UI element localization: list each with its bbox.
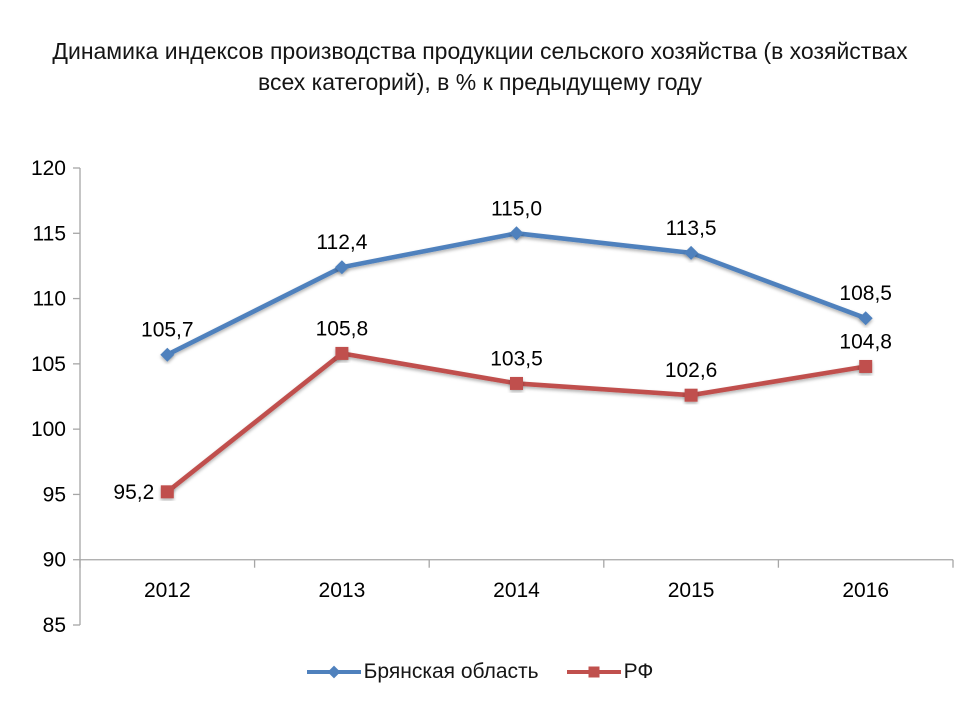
data-point-label: 105,7 [141,319,194,342]
data-point-marker-diamond [509,226,524,241]
data-point-marker-square [510,376,523,390]
data-point-label: 108,5 [839,282,892,305]
series-line-1 [165,351,869,495]
y-tick-label: 120 [31,157,66,180]
data-point-marker-diamond [858,311,873,326]
data-point-label: 102,6 [665,359,718,382]
y-tick-label: 85 [43,614,66,637]
data-point-marker-square [160,485,174,499]
data-point-label: 104,8 [839,330,892,353]
data-point-label: 103,5 [490,347,543,370]
data-point-marker-square [335,346,349,360]
y-tick-label: 90 [43,549,66,572]
data-point-label: 115,0 [491,197,542,220]
legend: Брянская область РФ [0,652,960,692]
chart-title: Динамика индексов производства продукции… [52,38,908,96]
y-tick-label: 100 [31,418,66,441]
data-point-marker-diamond [160,347,175,362]
x-tick-label: 2013 [319,579,366,602]
y-tick-label: 115 [33,222,66,245]
series-line-0 [165,231,869,358]
legend-item-rf: РФ [566,660,654,684]
line-diamond-marker-icon [306,665,361,679]
y-tick-label: 95 [43,483,66,506]
legend-label-bryansk-oblast: Брянская область [363,660,539,683]
x-tick-label: 2014 [493,579,540,602]
legend-item-bryansk-oblast: Брянская область [306,660,539,684]
x-tick-label: 2015 [668,579,715,602]
x-tick-label: 2012 [144,579,191,602]
data-point-marker-square [859,359,873,373]
legend-label-rf: РФ [623,660,654,683]
data-point-label: 113,5 [666,217,717,240]
data-point-label: 105,8 [316,317,369,340]
line-square-marker-icon [566,666,621,678]
y-tick-label: 105 [31,353,66,376]
x-tick-label: 2016 [842,579,889,602]
y-tick-label: 110 [33,288,66,311]
data-point-marker-diamond [684,245,699,260]
data-point-marker-diamond [334,260,349,275]
data-point-marker-square [684,388,698,402]
data-point-label: 112,4 [316,231,367,254]
data-point-label: 95,2 [113,481,154,504]
